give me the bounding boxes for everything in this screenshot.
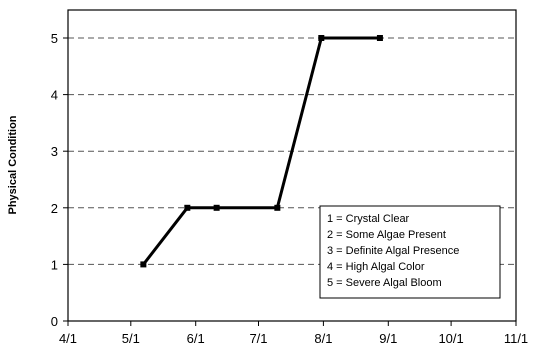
y-tick-label-4: 4 — [51, 88, 58, 103]
y-axis-title: Physical Condition — [7, 115, 19, 214]
data-point-3 — [274, 204, 281, 211]
x-tick-label-9-1: 9/1 — [379, 331, 397, 346]
x-tick-label-11-1: 11/1 — [504, 331, 528, 346]
x-tick-label-6-1: 6/1 — [187, 331, 205, 346]
x-tick-label-7-1: 7/1 — [249, 331, 267, 346]
y-tick-label-2: 2 — [51, 201, 58, 216]
legend-entry-2: 2 = Some Algae Present — [327, 229, 446, 241]
data-point-1 — [184, 204, 191, 211]
data-point-5 — [376, 35, 383, 41]
y-tick-label-1: 1 — [51, 257, 58, 272]
y-tick-label-3: 3 — [51, 144, 58, 159]
x-tick-label-5-1: 5/1 — [122, 331, 140, 346]
legend: 1 = Crystal Clear 2 = Some Algae Present… — [319, 205, 501, 299]
data-point-4 — [318, 35, 325, 41]
y-tick-label-5: 5 — [51, 31, 58, 46]
x-axis-ticks: 4/1 5/1 6/1 7/1 8/1 9/1 10/1 11/1 — [59, 321, 528, 346]
y-tick-label-0: 0 — [51, 314, 58, 329]
legend-entry-1: 1 = Crystal Clear — [327, 213, 410, 225]
legend-entry-4: 4 = High Algal Color — [327, 261, 425, 273]
x-tick-label-10-1: 10/1 — [438, 331, 463, 346]
x-tick-label-8-1: 8/1 — [314, 331, 332, 346]
series-0-line — [142, 36, 380, 266]
legend-entry-3: 3 = Definite Algal Presence — [327, 245, 459, 257]
data-point-0 — [140, 261, 147, 268]
data-point-2 — [213, 204, 220, 211]
series-line — [140, 35, 383, 268]
legend-box — [319, 205, 501, 299]
y-axis-ticks: 0 1 2 3 4 5 — [51, 31, 68, 329]
legend-entry-5: 5 = Severe Algal Bloom — [327, 277, 442, 289]
x-tick-label-4-1: 4/1 — [59, 331, 77, 346]
plot-area-frame — [67, 9, 517, 322]
